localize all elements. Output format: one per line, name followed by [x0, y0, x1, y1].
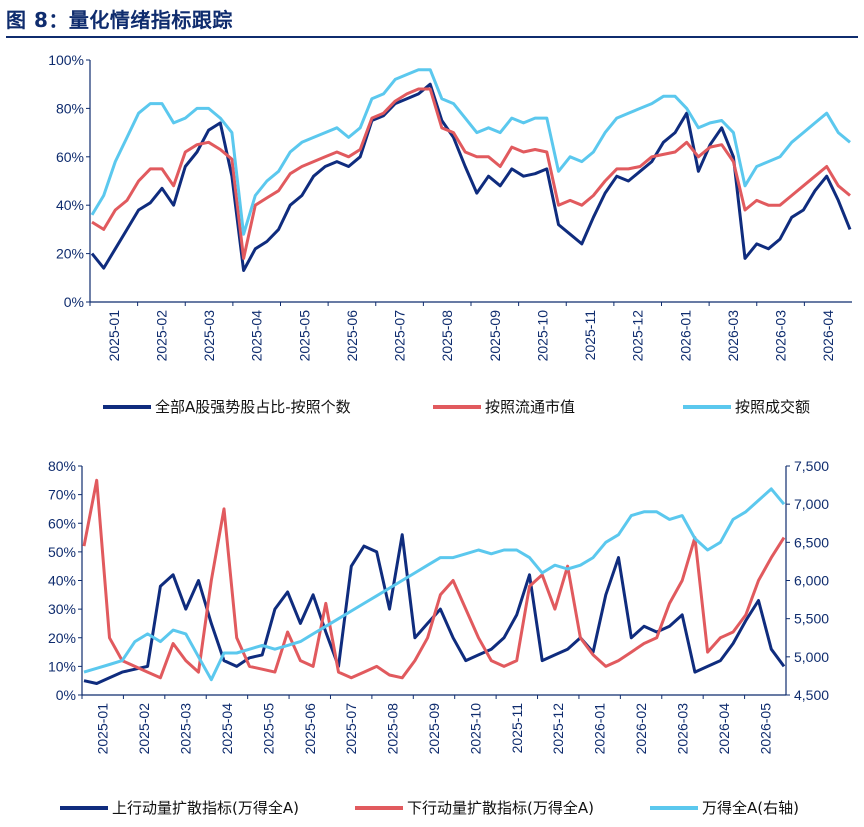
- chart-momentum-diffusion: 0% 10% 20% 30% 40% 50% 60% 70% 80% 4,500 5,000 5,50…: [48, 458, 829, 817]
- series-line-0: [90, 82, 852, 272]
- x-tick-label: 2026-04: [716, 703, 732, 755]
- x-tick-label: 2026-04: [820, 310, 836, 362]
- y-tick-label: 40%: [48, 573, 76, 589]
- x-tick-label: 2025-04: [219, 703, 235, 755]
- y-tick-label: 40%: [56, 197, 84, 213]
- x-tick-label: 2025-10: [467, 703, 483, 755]
- x-tick-label: 2025-04: [249, 310, 265, 362]
- x-tick-label: 2025-11: [582, 310, 598, 361]
- y-tick-label: 0%: [64, 294, 84, 310]
- x-tick-label: 2026-03: [773, 310, 789, 362]
- title-divider: [6, 36, 858, 38]
- x-tick-label: 2025-10: [534, 310, 550, 362]
- legend-label: 上行动量扩散指标(万得全A): [112, 799, 299, 817]
- x-tick-label: 2026-01: [592, 703, 608, 755]
- legend-label: 按照成交额: [735, 398, 810, 416]
- x-tick-label: 2025-07: [343, 703, 359, 755]
- x-tick-label: 2025-06: [344, 310, 360, 362]
- x-tick-label: 2025-02: [153, 310, 169, 362]
- series-line-0: [83, 533, 786, 685]
- x-tick-label: 2025-06: [302, 703, 318, 755]
- y-tick-label: 100%: [48, 52, 84, 68]
- x-tick-label: 2025-11: [509, 703, 525, 754]
- y-tick-label: 80%: [56, 100, 84, 116]
- y-tick-label: 70%: [48, 487, 76, 503]
- y-right-tick-label: 7,500: [794, 458, 829, 474]
- x-tick-label: 2026-05: [757, 703, 773, 755]
- x-tick-label: 2025-02: [136, 703, 152, 755]
- y-tick-label: 80%: [48, 458, 76, 474]
- y-tick-label: 10%: [48, 658, 76, 674]
- legend-label: 万得全A(右轴): [702, 799, 799, 817]
- x-tick-label: 2025-05: [296, 310, 312, 362]
- y-tick-label: 20%: [48, 630, 76, 646]
- y-tick-label: 30%: [48, 601, 76, 617]
- y-right-tick-label: 5,000: [794, 649, 829, 665]
- y-tick-label: 50%: [48, 544, 76, 560]
- x-tick-label: 2025-01: [106, 310, 122, 362]
- y-right-tick-label: 4,500: [794, 687, 829, 703]
- x-tick-label: 2025-12: [630, 310, 646, 362]
- series-line-1: [82, 478, 786, 680]
- x-tick-label: 2025-12: [550, 703, 566, 755]
- y-right-tick-label: 7,000: [794, 496, 829, 512]
- x-tick-label: 2025-03: [201, 310, 217, 362]
- legend-label: 下行动量扩散指标(万得全A): [407, 799, 594, 817]
- x-tick-label: 2026-01: [677, 310, 693, 362]
- y-tick-label: 60%: [56, 149, 84, 165]
- y-right-tick-label: 5,500: [794, 611, 829, 627]
- legend-label: 按照流通市值: [485, 398, 575, 416]
- series-line-2: [83, 487, 786, 682]
- chart-strong-stock-ratio: 0% 20% 40% 60% 80% 100% 2025-01 2025-02 2025-03 2…: [48, 52, 852, 416]
- x-tick-label: 2025-01: [95, 703, 111, 755]
- x-tick-label: 2025-05: [260, 703, 276, 755]
- x-tick-label: 2026-02: [633, 703, 649, 755]
- y-tick-label: 60%: [48, 515, 76, 531]
- series-line-1: [91, 87, 851, 260]
- y-tick-label: 20%: [56, 246, 84, 262]
- legend-label: 全部A股强势股占比-按照个数: [155, 398, 351, 416]
- y-right-tick-label: 6,000: [794, 573, 829, 589]
- x-tick-label: 2025-09: [426, 703, 442, 755]
- x-tick-label: 2025-09: [487, 310, 503, 362]
- series-line-2: [90, 68, 851, 236]
- y-tick-label: 0%: [56, 687, 76, 703]
- x-tick-label: 2025-08: [439, 310, 455, 362]
- x-tick-label: 2026-03: [725, 310, 741, 362]
- x-tick-label: 2026-03: [674, 703, 690, 755]
- figure-title: 图 8：量化情绪指标跟踪: [6, 8, 233, 32]
- x-tick-label: 2025-03: [178, 703, 194, 755]
- x-tick-label: 2025-08: [385, 703, 401, 755]
- x-tick-label: 2025-07: [392, 310, 408, 362]
- y-right-tick-label: 6,500: [794, 534, 829, 550]
